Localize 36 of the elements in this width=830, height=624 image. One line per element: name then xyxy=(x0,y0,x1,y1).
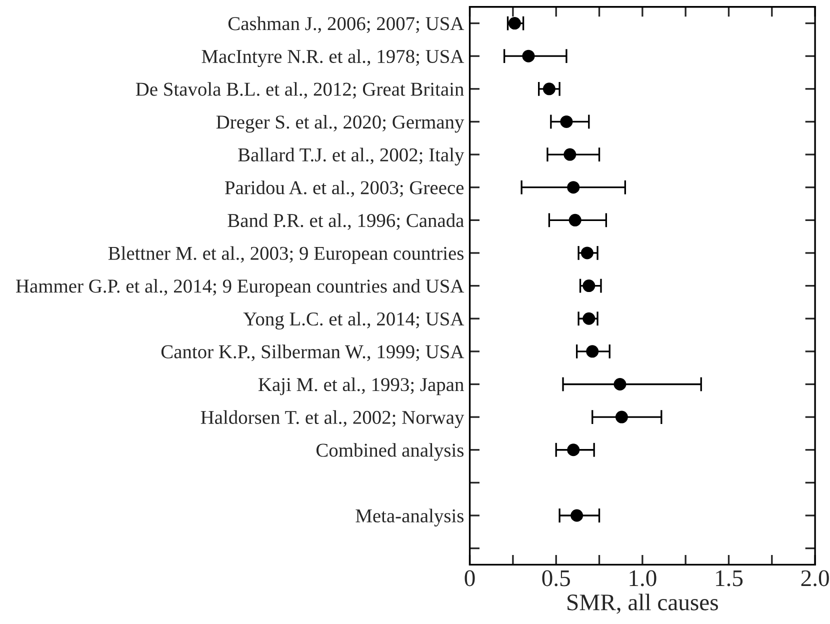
y-tick-label: De Stavola B.L. et al., 2012; Great Britain xyxy=(136,82,464,99)
point xyxy=(567,181,580,194)
y-tick-label: Yong L.C. et al., 2014; USA xyxy=(243,312,464,330)
x-tick-label: 1.0 xyxy=(630,570,656,586)
point xyxy=(580,246,594,260)
y-tick-label: Meta-analysis xyxy=(356,508,464,526)
point xyxy=(567,444,580,456)
point xyxy=(508,17,521,30)
point xyxy=(560,115,573,128)
x-tick-label: 0.5 xyxy=(542,570,570,586)
point xyxy=(582,312,596,325)
point xyxy=(570,509,584,522)
point xyxy=(615,410,628,424)
point xyxy=(586,345,599,358)
y-tick-label: Cantor K.P., Silberman W., 1999; USA xyxy=(161,344,464,362)
point xyxy=(564,148,576,161)
x-tick-label: 0 xyxy=(464,570,475,586)
y-tick-label: Combined analysis xyxy=(316,443,464,461)
x-tick-label: 2.0 xyxy=(801,570,829,586)
y-tick-label: MacIntyre N.R. et al., 1978; USA xyxy=(202,49,464,68)
y-tick-label: Cashman J., 2006; 2007; USA xyxy=(228,16,464,34)
y-tick-label: Dreger S. et al., 2020; Germany xyxy=(216,114,464,133)
x-axis-title: SMR, all causes xyxy=(568,594,718,614)
y-tick-label: Ballard T.J. et al., 2002; Italy xyxy=(238,148,464,166)
y-tick-label: Kaji M. et al., 1993; Japan xyxy=(258,377,464,396)
y-tick-label: Blettner M. et al., 2003; 9 European countries xyxy=(108,246,464,264)
x-tick-label: 1.5 xyxy=(716,570,743,586)
y-tick-label: Haldorsen T. et al., 2002; Norway xyxy=(200,410,464,428)
point xyxy=(614,378,626,390)
y-tick-label: Band P.R. et al., 1996; Canada xyxy=(228,213,464,230)
y-tick-label: Hammer G.P. et al., 2014; 9 European countries and USA xyxy=(16,279,464,297)
point xyxy=(582,280,596,292)
point xyxy=(522,50,535,62)
point xyxy=(568,214,582,226)
y-tick-label: Paridou A. et al., 2003; Greece xyxy=(225,180,464,198)
point xyxy=(542,82,556,96)
